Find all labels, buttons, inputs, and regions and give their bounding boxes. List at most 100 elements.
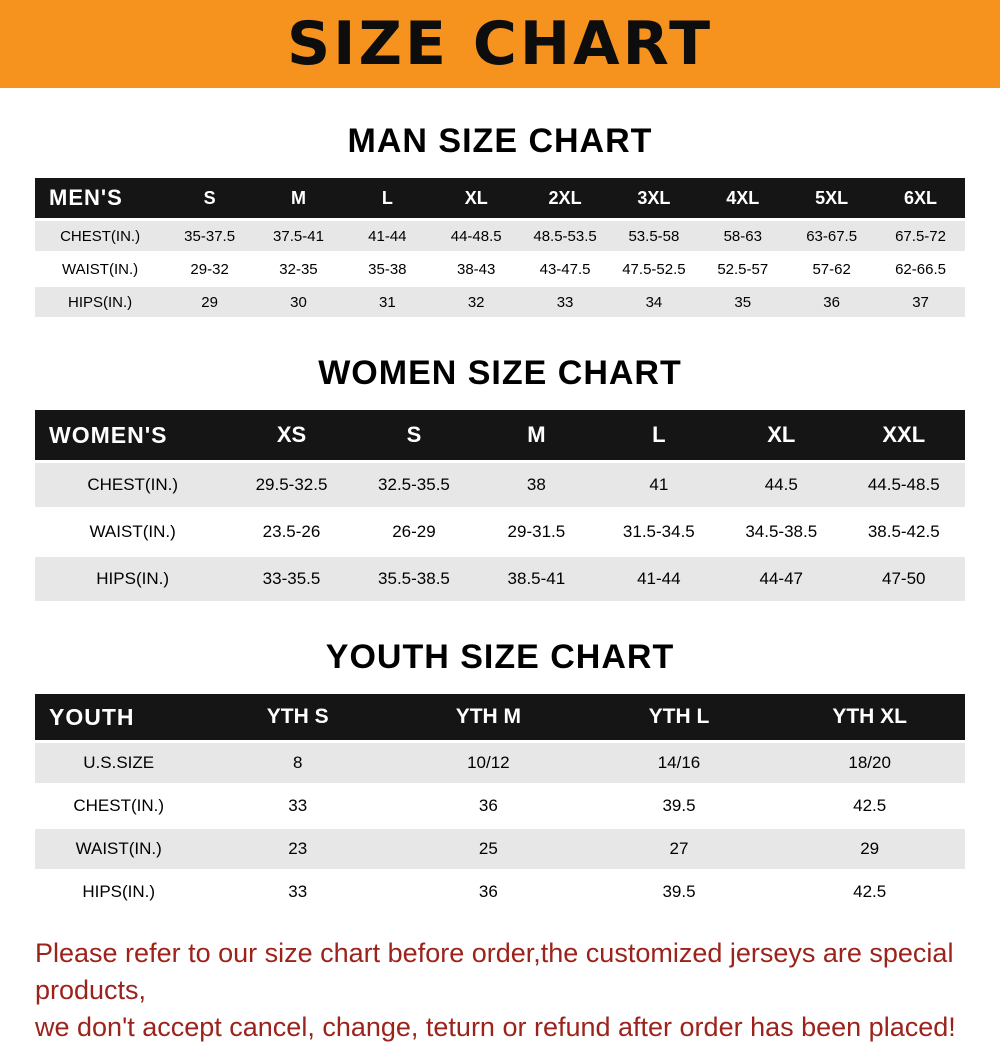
- value-cell: 38.5-42.5: [867, 522, 940, 541]
- size-column-header: 2XL: [520, 178, 610, 218]
- value-cell: 38: [526, 475, 546, 494]
- table-header-row: WOMEN'S XS S M L XL XXL: [35, 410, 965, 460]
- value-cell: 27: [669, 839, 689, 858]
- value-cell: 35-37.5: [184, 227, 236, 245]
- row-label-cell: HIPS(IN.): [82, 882, 156, 901]
- value-cell: 18/20: [848, 753, 891, 772]
- value-cell: 53.5-58: [628, 227, 680, 245]
- table-header-row: MEN'S S M L XL 2XL 3XL 4XL 5XL 6XL: [35, 178, 965, 218]
- page-title: SIZE CHART: [286, 9, 714, 79]
- value-cell: 39.5: [662, 882, 696, 901]
- youth-size-table: YOUTH YTH S YTH M YTH L YTH XL U.S.SIZE 8 10/12…: [35, 691, 965, 915]
- size-column-header: L: [342, 178, 432, 218]
- value-cell: 47.5-52.5: [622, 260, 686, 278]
- value-cell: 10/12: [467, 753, 510, 772]
- size-column-header: YTH S: [202, 694, 394, 740]
- table-header-row: YOUTH YTH S YTH M YTH L YTH XL: [35, 694, 965, 740]
- footer-line-1: Please refer to our size chart before or…: [35, 938, 954, 1005]
- table-row: WAIST(IN.) 29-32 32-35 35-38 38-43 43-47.5 47.…: [35, 254, 965, 284]
- value-cell: 36: [478, 796, 498, 815]
- row-label-cell: CHEST(IN.): [87, 475, 178, 494]
- value-cell: 30: [290, 293, 307, 311]
- value-cell: 47-50: [882, 569, 926, 588]
- value-cell: 32-35: [279, 260, 318, 278]
- row-label-cell: HIPS(IN.): [68, 293, 133, 311]
- value-cell: 57-62: [812, 260, 851, 278]
- value-cell: 33: [288, 882, 308, 901]
- value-cell: 23.5-26: [262, 522, 321, 541]
- footer-line-2: we don't accept cancel, change, teturn o…: [35, 1012, 956, 1042]
- table-row: HIPS(IN.) 33 36 39.5 42.5: [35, 872, 965, 912]
- men-section-heading: MAN SIZE CHART: [347, 122, 653, 160]
- table-row: HIPS(IN.) 29 30 31 32 33 34 35 36 37: [35, 287, 965, 317]
- value-cell: 33: [556, 293, 574, 311]
- size-column-header: YTH L: [583, 694, 775, 740]
- value-cell: 63-67.5: [806, 227, 858, 245]
- table-row: CHEST(IN.) 35-37.5 37.5-41 41-44 44-48.5 48.5…: [35, 221, 965, 251]
- value-cell: 35.5-38.5: [378, 569, 450, 588]
- value-cell: 41: [649, 475, 669, 494]
- value-cell: 39.5: [662, 796, 696, 815]
- table-row: HIPS(IN.) 33-35.5 35.5-38.5 38.5-41 41-44 44-…: [35, 557, 965, 601]
- women-section-heading: WOMEN SIZE CHART: [318, 354, 682, 392]
- value-cell: 29-32: [190, 260, 229, 278]
- size-column-header: 4XL: [698, 178, 788, 218]
- size-chart-banner: SIZE CHART: [0, 0, 1000, 88]
- value-cell: 44.5-48.5: [867, 475, 940, 494]
- youth-section-heading: YOUTH SIZE CHART: [325, 638, 675, 676]
- value-cell: 67.5-72: [895, 227, 946, 245]
- value-cell: 44-48.5: [450, 227, 502, 245]
- table-row: WAIST(IN.) 23.5-26 26-29 29-31.5 31.5-34.5 34…: [35, 510, 965, 554]
- value-cell: 43-47.5: [539, 260, 591, 278]
- value-cell: 37.5-41: [273, 227, 324, 245]
- table-row: CHEST(IN.) 29.5-32.5 32.5-35.5 38 41 44.5 44.5…: [35, 463, 965, 507]
- table-row: WAIST(IN.) 23 25 27 29: [35, 829, 965, 869]
- value-cell: 37: [912, 293, 929, 311]
- men-size-table: MEN'S S M L XL 2XL 3XL 4XL 5XL 6XL CHEST(IN.) 35-37…: [35, 175, 965, 320]
- value-cell: 33-35.5: [262, 569, 321, 588]
- row-label-cell: CHEST(IN.): [60, 227, 141, 245]
- size-column-header: YTH M: [393, 694, 584, 740]
- footer-note: Please refer to our size chart before or…: [0, 915, 1000, 1046]
- row-label-cell: WAIST(IN.): [75, 839, 162, 858]
- value-cell: 25: [478, 839, 498, 858]
- value-cell: 32: [467, 293, 485, 311]
- value-cell: 34: [645, 293, 663, 311]
- value-cell: 44.5: [764, 475, 798, 494]
- size-column-header: 3XL: [609, 178, 699, 218]
- value-cell: 38-43: [457, 260, 496, 278]
- row-label-cell: CHEST(IN.): [73, 796, 165, 815]
- value-cell: 58-63: [723, 227, 762, 245]
- table-row: U.S.SIZE 8 10/12 14/16 18/20: [35, 743, 965, 783]
- table-row: CHEST(IN.) 33 36 39.5 42.5: [35, 786, 965, 826]
- men-size-section: MAN SIZE CHART MEN'S S M L XL 2XL 3XL 4XL 5XL 6XL…: [0, 122, 1000, 320]
- women-size-section: WOMEN SIZE CHART WOMEN'S XS S M L XL XXL CHEST(…: [0, 354, 1000, 604]
- size-column-header: 5XL: [787, 178, 877, 218]
- row-label-cell: U.S.SIZE: [83, 753, 155, 772]
- table-label-cell: WOMEN'S: [35, 410, 231, 460]
- value-cell: 42.5: [853, 882, 887, 901]
- value-cell: 23: [288, 839, 308, 858]
- size-column-header: S: [165, 178, 255, 218]
- row-label-cell: HIPS(IN.): [96, 569, 170, 588]
- value-cell: 42.5: [853, 796, 887, 815]
- value-cell: 48.5-53.5: [533, 227, 597, 245]
- value-cell: 34.5-38.5: [745, 522, 818, 541]
- value-cell: 35: [734, 293, 752, 311]
- value-cell: 35-38: [368, 260, 407, 278]
- size-column-header: L: [597, 410, 721, 460]
- women-size-table: WOMEN'S XS S M L XL XXL CHEST(IN.) 29.5-32.5 32.5…: [35, 407, 965, 604]
- value-cell: 29: [860, 839, 880, 858]
- size-column-header: XL: [720, 410, 843, 460]
- table-label-cell: MEN'S: [35, 178, 166, 218]
- value-cell: 8: [292, 753, 303, 772]
- value-cell: 44-47: [759, 569, 803, 588]
- value-cell: 36: [478, 882, 498, 901]
- value-cell: 33: [288, 796, 308, 815]
- size-column-header: XS: [230, 410, 353, 460]
- size-column-header: 6XL: [876, 178, 965, 218]
- table-label-cell: YOUTH: [35, 694, 203, 740]
- value-cell: 32.5-35.5: [378, 475, 450, 494]
- row-label-cell: WAIST(IN.): [89, 522, 176, 541]
- row-label-cell: WAIST(IN.): [62, 260, 139, 278]
